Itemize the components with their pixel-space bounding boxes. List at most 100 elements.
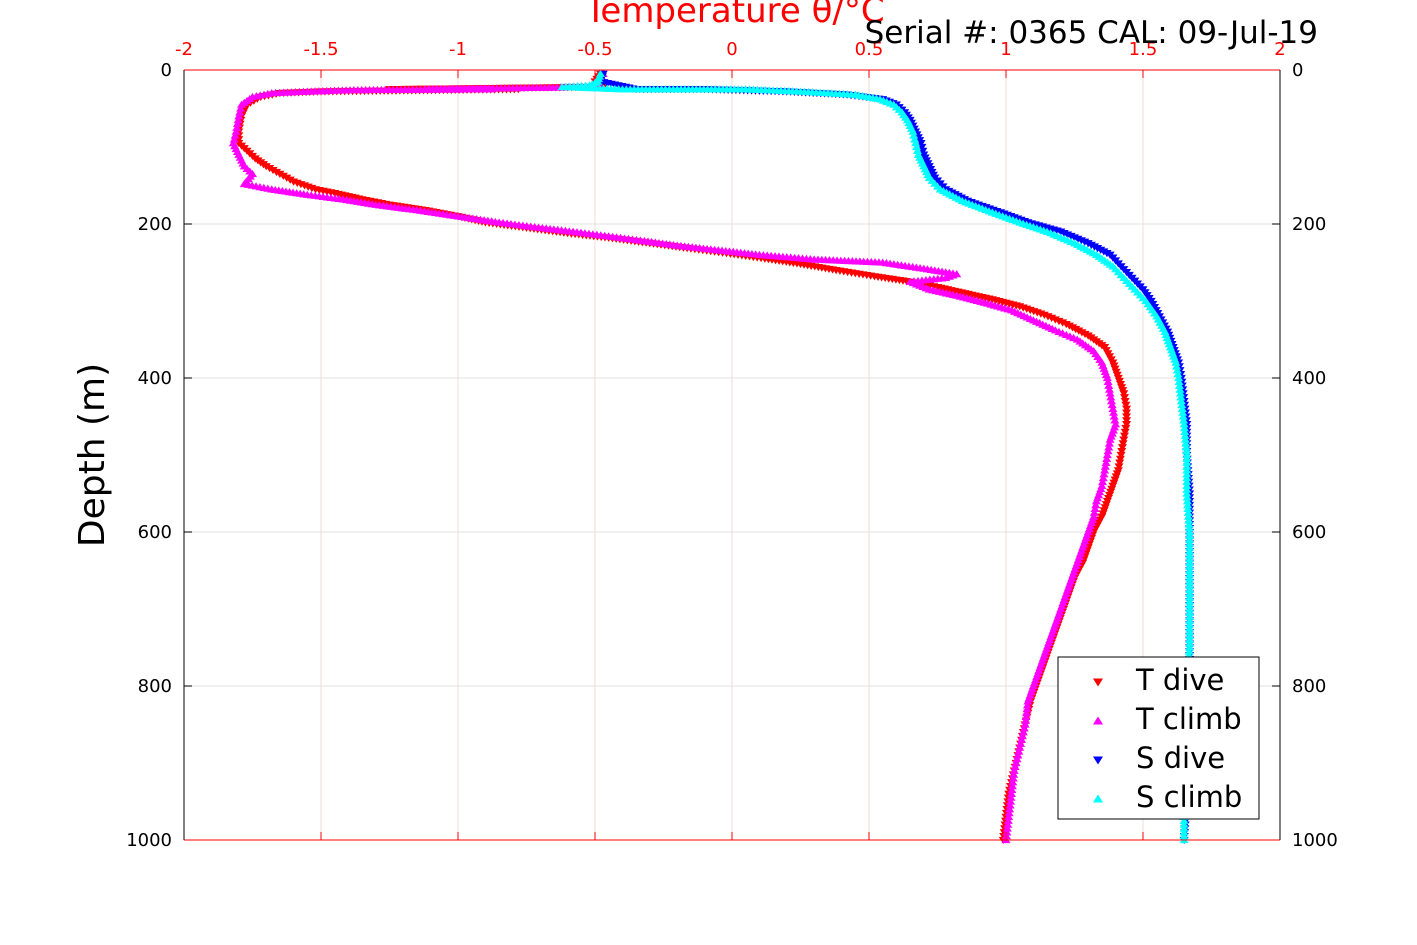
data-point bbox=[1177, 404, 1187, 412]
data-point bbox=[1091, 497, 1101, 505]
data-point bbox=[1122, 405, 1132, 413]
x-tick-label: 0.5 bbox=[855, 39, 884, 60]
data-point bbox=[1185, 539, 1195, 547]
data-point bbox=[1104, 385, 1114, 393]
data-point bbox=[1185, 566, 1195, 574]
data-point bbox=[1090, 504, 1100, 513]
data-point bbox=[1183, 501, 1193, 509]
data-point bbox=[1178, 412, 1188, 420]
data-point bbox=[233, 116, 243, 124]
data-point bbox=[1007, 785, 1017, 794]
data-point bbox=[1091, 501, 1101, 509]
data-point bbox=[1185, 604, 1195, 613]
data-point bbox=[1023, 697, 1033, 705]
data-point bbox=[917, 143, 927, 152]
data-point bbox=[1182, 462, 1192, 470]
data-point bbox=[1009, 770, 1019, 778]
data-point bbox=[1185, 620, 1195, 628]
legend-label: T climb bbox=[1135, 702, 1242, 736]
data-point bbox=[1020, 720, 1030, 728]
data-point bbox=[1175, 381, 1185, 389]
data-point bbox=[1179, 420, 1189, 428]
data-point bbox=[1008, 778, 1018, 786]
data-point bbox=[1007, 782, 1017, 790]
data-point bbox=[1185, 589, 1195, 597]
data-point bbox=[1185, 531, 1195, 539]
data-point bbox=[1183, 504, 1193, 513]
legend-label: S climb bbox=[1136, 780, 1242, 814]
data-point bbox=[1100, 462, 1110, 470]
data-point bbox=[1022, 705, 1032, 713]
data-point bbox=[1006, 789, 1016, 797]
data-point bbox=[1022, 708, 1032, 717]
data-point bbox=[1185, 616, 1195, 624]
data-point bbox=[1185, 635, 1195, 643]
data-point bbox=[1022, 701, 1032, 709]
data-point bbox=[1101, 458, 1111, 466]
data-point bbox=[1185, 639, 1195, 647]
data-point bbox=[1175, 389, 1185, 397]
data-point bbox=[1182, 489, 1192, 497]
data-point bbox=[1185, 628, 1195, 636]
data-point bbox=[1121, 424, 1131, 433]
data-point bbox=[1182, 466, 1192, 474]
data-point bbox=[1179, 416, 1189, 424]
x-tick-label: -0.5 bbox=[577, 39, 612, 60]
data-point bbox=[1185, 558, 1195, 566]
y-tick-label-right: 0 bbox=[1292, 60, 1303, 81]
data-point bbox=[1109, 408, 1119, 416]
data-point bbox=[909, 131, 919, 139]
data-point bbox=[1102, 450, 1112, 459]
y-tick-label-right: 200 bbox=[1292, 214, 1326, 235]
x-tick-label: 1 bbox=[1000, 39, 1011, 60]
data-point bbox=[230, 131, 240, 139]
y-tick-label-right: 400 bbox=[1292, 368, 1326, 389]
x-tick-label: -1 bbox=[449, 39, 467, 60]
data-point bbox=[1109, 412, 1119, 420]
data-point bbox=[1005, 801, 1015, 809]
data-point bbox=[1179, 424, 1189, 432]
data-point bbox=[1185, 612, 1195, 620]
y-tick-label-left: 600 bbox=[138, 522, 172, 543]
legend-marker bbox=[1093, 756, 1103, 765]
data-point bbox=[1104, 443, 1114, 451]
data-point bbox=[1184, 516, 1194, 524]
data-point bbox=[1002, 828, 1012, 836]
y-tick-label-left: 200 bbox=[138, 214, 172, 235]
data-point bbox=[911, 142, 921, 151]
x-tick-label: 1.5 bbox=[1129, 39, 1158, 60]
data-point bbox=[1102, 373, 1112, 382]
chart-title: Temperature θ/°C bbox=[584, 0, 884, 31]
data-point bbox=[916, 140, 926, 148]
data-point bbox=[1179, 820, 1189, 828]
data-point bbox=[232, 123, 242, 131]
data-point bbox=[1115, 459, 1125, 467]
data-point bbox=[234, 112, 244, 120]
data-point bbox=[908, 127, 918, 135]
data-point bbox=[1185, 527, 1195, 536]
data-point bbox=[1012, 755, 1022, 763]
data-point bbox=[1185, 554, 1195, 563]
data-point bbox=[237, 100, 247, 108]
data-point bbox=[1176, 397, 1186, 405]
data-point bbox=[1185, 547, 1195, 555]
data-points bbox=[228, 69, 1195, 845]
data-point bbox=[1185, 608, 1195, 616]
series-t-dive bbox=[234, 70, 1132, 845]
serial-annotation: Serial #: 0365 CAL: 09-Jul-19 bbox=[865, 15, 1318, 51]
data-point bbox=[1174, 377, 1184, 385]
data-point bbox=[1103, 377, 1113, 385]
data-point bbox=[1121, 401, 1131, 409]
data-point bbox=[1009, 766, 1019, 774]
y-tick-label-left: 1000 bbox=[126, 830, 172, 851]
data-point bbox=[1122, 417, 1132, 425]
y-tick-label-left: 400 bbox=[138, 368, 172, 389]
data-point bbox=[1185, 585, 1195, 593]
data-point bbox=[1118, 440, 1128, 448]
legend-marker bbox=[1093, 678, 1103, 687]
y-tick-label-right: 1000 bbox=[1292, 830, 1338, 851]
data-point bbox=[1104, 381, 1114, 389]
data-point bbox=[1117, 444, 1127, 452]
data-point bbox=[1098, 474, 1108, 482]
data-point bbox=[1106, 393, 1116, 401]
